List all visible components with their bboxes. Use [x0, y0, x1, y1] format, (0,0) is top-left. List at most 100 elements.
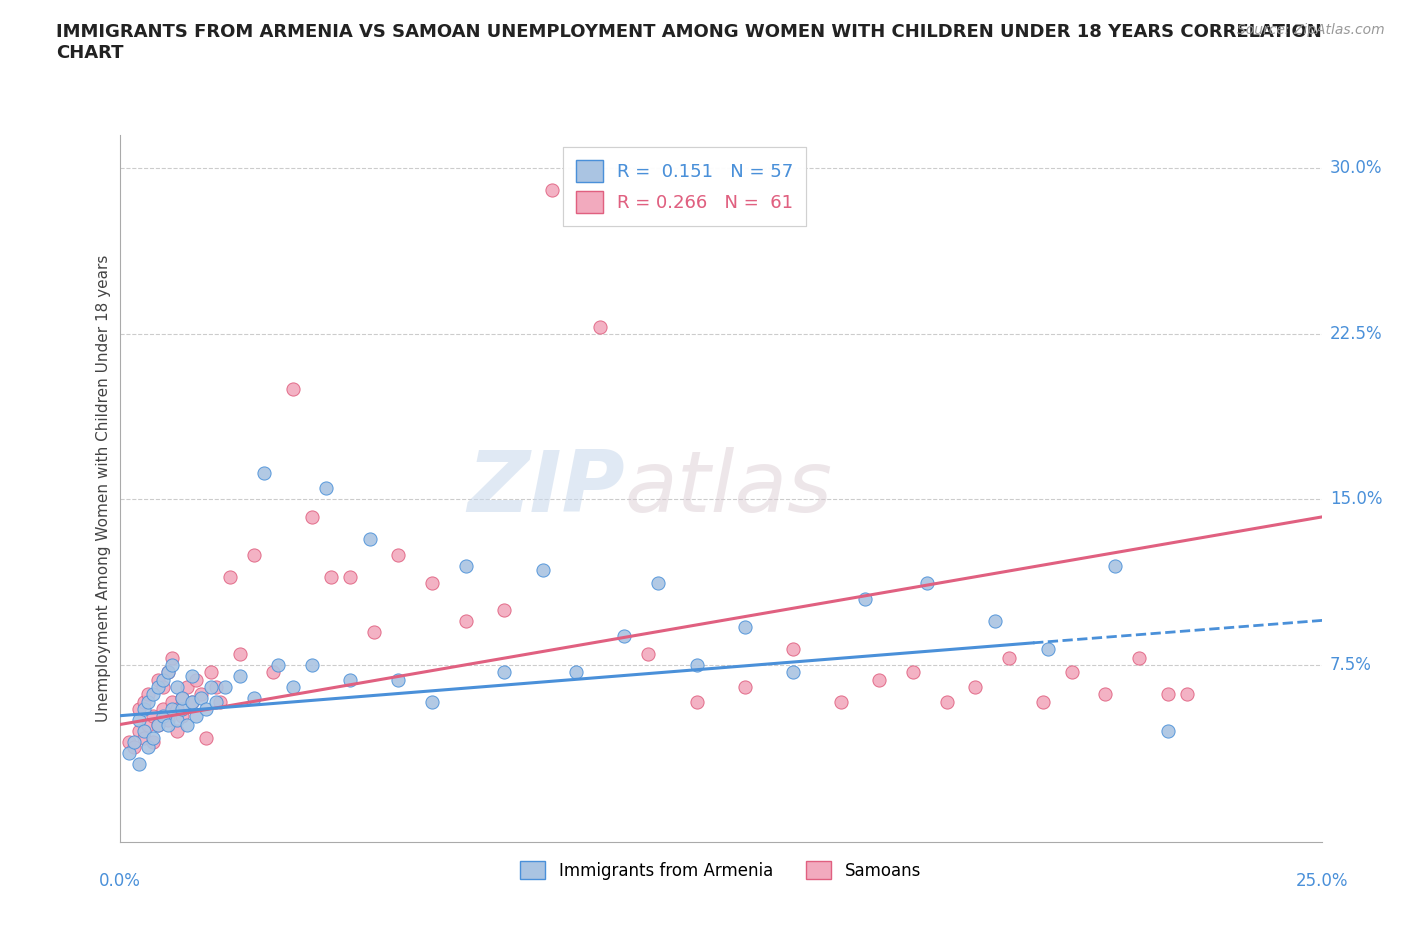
Point [420, 695, 443, 710]
Point [868, 673, 890, 688]
Point [176, 717, 198, 732]
Point [782, 664, 804, 679]
Point [1157, 724, 1180, 738]
Point [613, 629, 636, 644]
Point [301, 658, 323, 672]
Point [152, 709, 174, 724]
Point [170, 691, 193, 706]
Point [152, 673, 174, 688]
Point [118, 746, 141, 761]
Point [146, 680, 169, 695]
Point [262, 664, 284, 679]
Point [176, 680, 198, 695]
Text: 22.5%: 22.5% [1330, 325, 1382, 342]
Text: 7.5%: 7.5% [1330, 656, 1372, 674]
Point [146, 673, 169, 688]
Point [965, 680, 987, 695]
Point [156, 664, 179, 679]
Point [162, 695, 184, 710]
Point [204, 680, 226, 695]
Point [190, 686, 212, 701]
Point [637, 646, 659, 661]
Text: 30.0%: 30.0% [1330, 159, 1382, 177]
Point [128, 724, 150, 738]
Point [209, 695, 232, 710]
Point [162, 651, 184, 666]
Point [118, 735, 141, 750]
Point [1157, 686, 1180, 701]
Point [1175, 686, 1198, 701]
Point [387, 673, 409, 688]
Point [243, 547, 266, 562]
Point [214, 680, 236, 695]
Point [387, 547, 409, 562]
Point [454, 614, 477, 629]
Point [180, 669, 202, 684]
Text: Source: ZipAtlas.com: Source: ZipAtlas.com [1237, 23, 1385, 37]
Point [685, 695, 707, 710]
Point [267, 658, 290, 672]
Point [132, 702, 155, 717]
Point [281, 381, 304, 396]
Point [685, 658, 707, 672]
Point [565, 664, 588, 679]
Point [228, 669, 252, 684]
Point [156, 717, 179, 732]
Point [146, 717, 169, 732]
Point [122, 735, 145, 750]
Point [494, 603, 516, 618]
Point [166, 712, 188, 727]
Point [1036, 642, 1059, 657]
Point [734, 680, 756, 695]
Point [301, 510, 323, 525]
Point [420, 576, 443, 591]
Point [830, 695, 852, 710]
Point [170, 709, 193, 724]
Point [531, 563, 554, 578]
Point [1128, 651, 1150, 666]
Point [128, 712, 150, 727]
Point [494, 664, 516, 679]
Point [132, 730, 155, 745]
Point [998, 651, 1021, 666]
Point [166, 702, 188, 717]
Point [132, 724, 155, 738]
Point [138, 739, 160, 754]
Point [142, 735, 165, 750]
Legend: R =  0.151   N = 57, R = 0.266   N =  61: R = 0.151 N = 57, R = 0.266 N = 61 [562, 148, 806, 226]
Point [152, 680, 174, 695]
Point [156, 664, 179, 679]
Point [186, 709, 208, 724]
Point [138, 695, 160, 710]
Point [170, 702, 193, 717]
Text: 15.0%: 15.0% [1330, 490, 1382, 509]
Point [200, 664, 222, 679]
Point [228, 646, 252, 661]
Point [363, 624, 385, 639]
Point [200, 680, 222, 695]
Point [142, 686, 165, 701]
Point [162, 658, 184, 672]
Point [170, 691, 193, 706]
Point [195, 702, 218, 717]
Text: IMMIGRANTS FROM ARMENIA VS SAMOAN UNEMPLOYMENT AMONG WOMEN WITH CHILDREN UNDER 1: IMMIGRANTS FROM ARMENIA VS SAMOAN UNEMPL… [56, 23, 1322, 62]
Point [782, 642, 804, 657]
Point [162, 702, 184, 717]
Point [917, 576, 939, 591]
Point [156, 712, 179, 727]
Point [138, 686, 160, 701]
Point [142, 730, 165, 745]
Point [339, 569, 361, 584]
Point [359, 532, 381, 547]
Point [195, 730, 218, 745]
Point [146, 717, 169, 732]
Point [122, 739, 145, 754]
Point [132, 695, 155, 710]
Point [1104, 558, 1126, 573]
Text: 0.0%: 0.0% [98, 872, 141, 890]
Point [219, 569, 242, 584]
Point [166, 680, 188, 695]
Point [138, 717, 160, 732]
Point [589, 320, 612, 335]
Point [204, 695, 226, 710]
